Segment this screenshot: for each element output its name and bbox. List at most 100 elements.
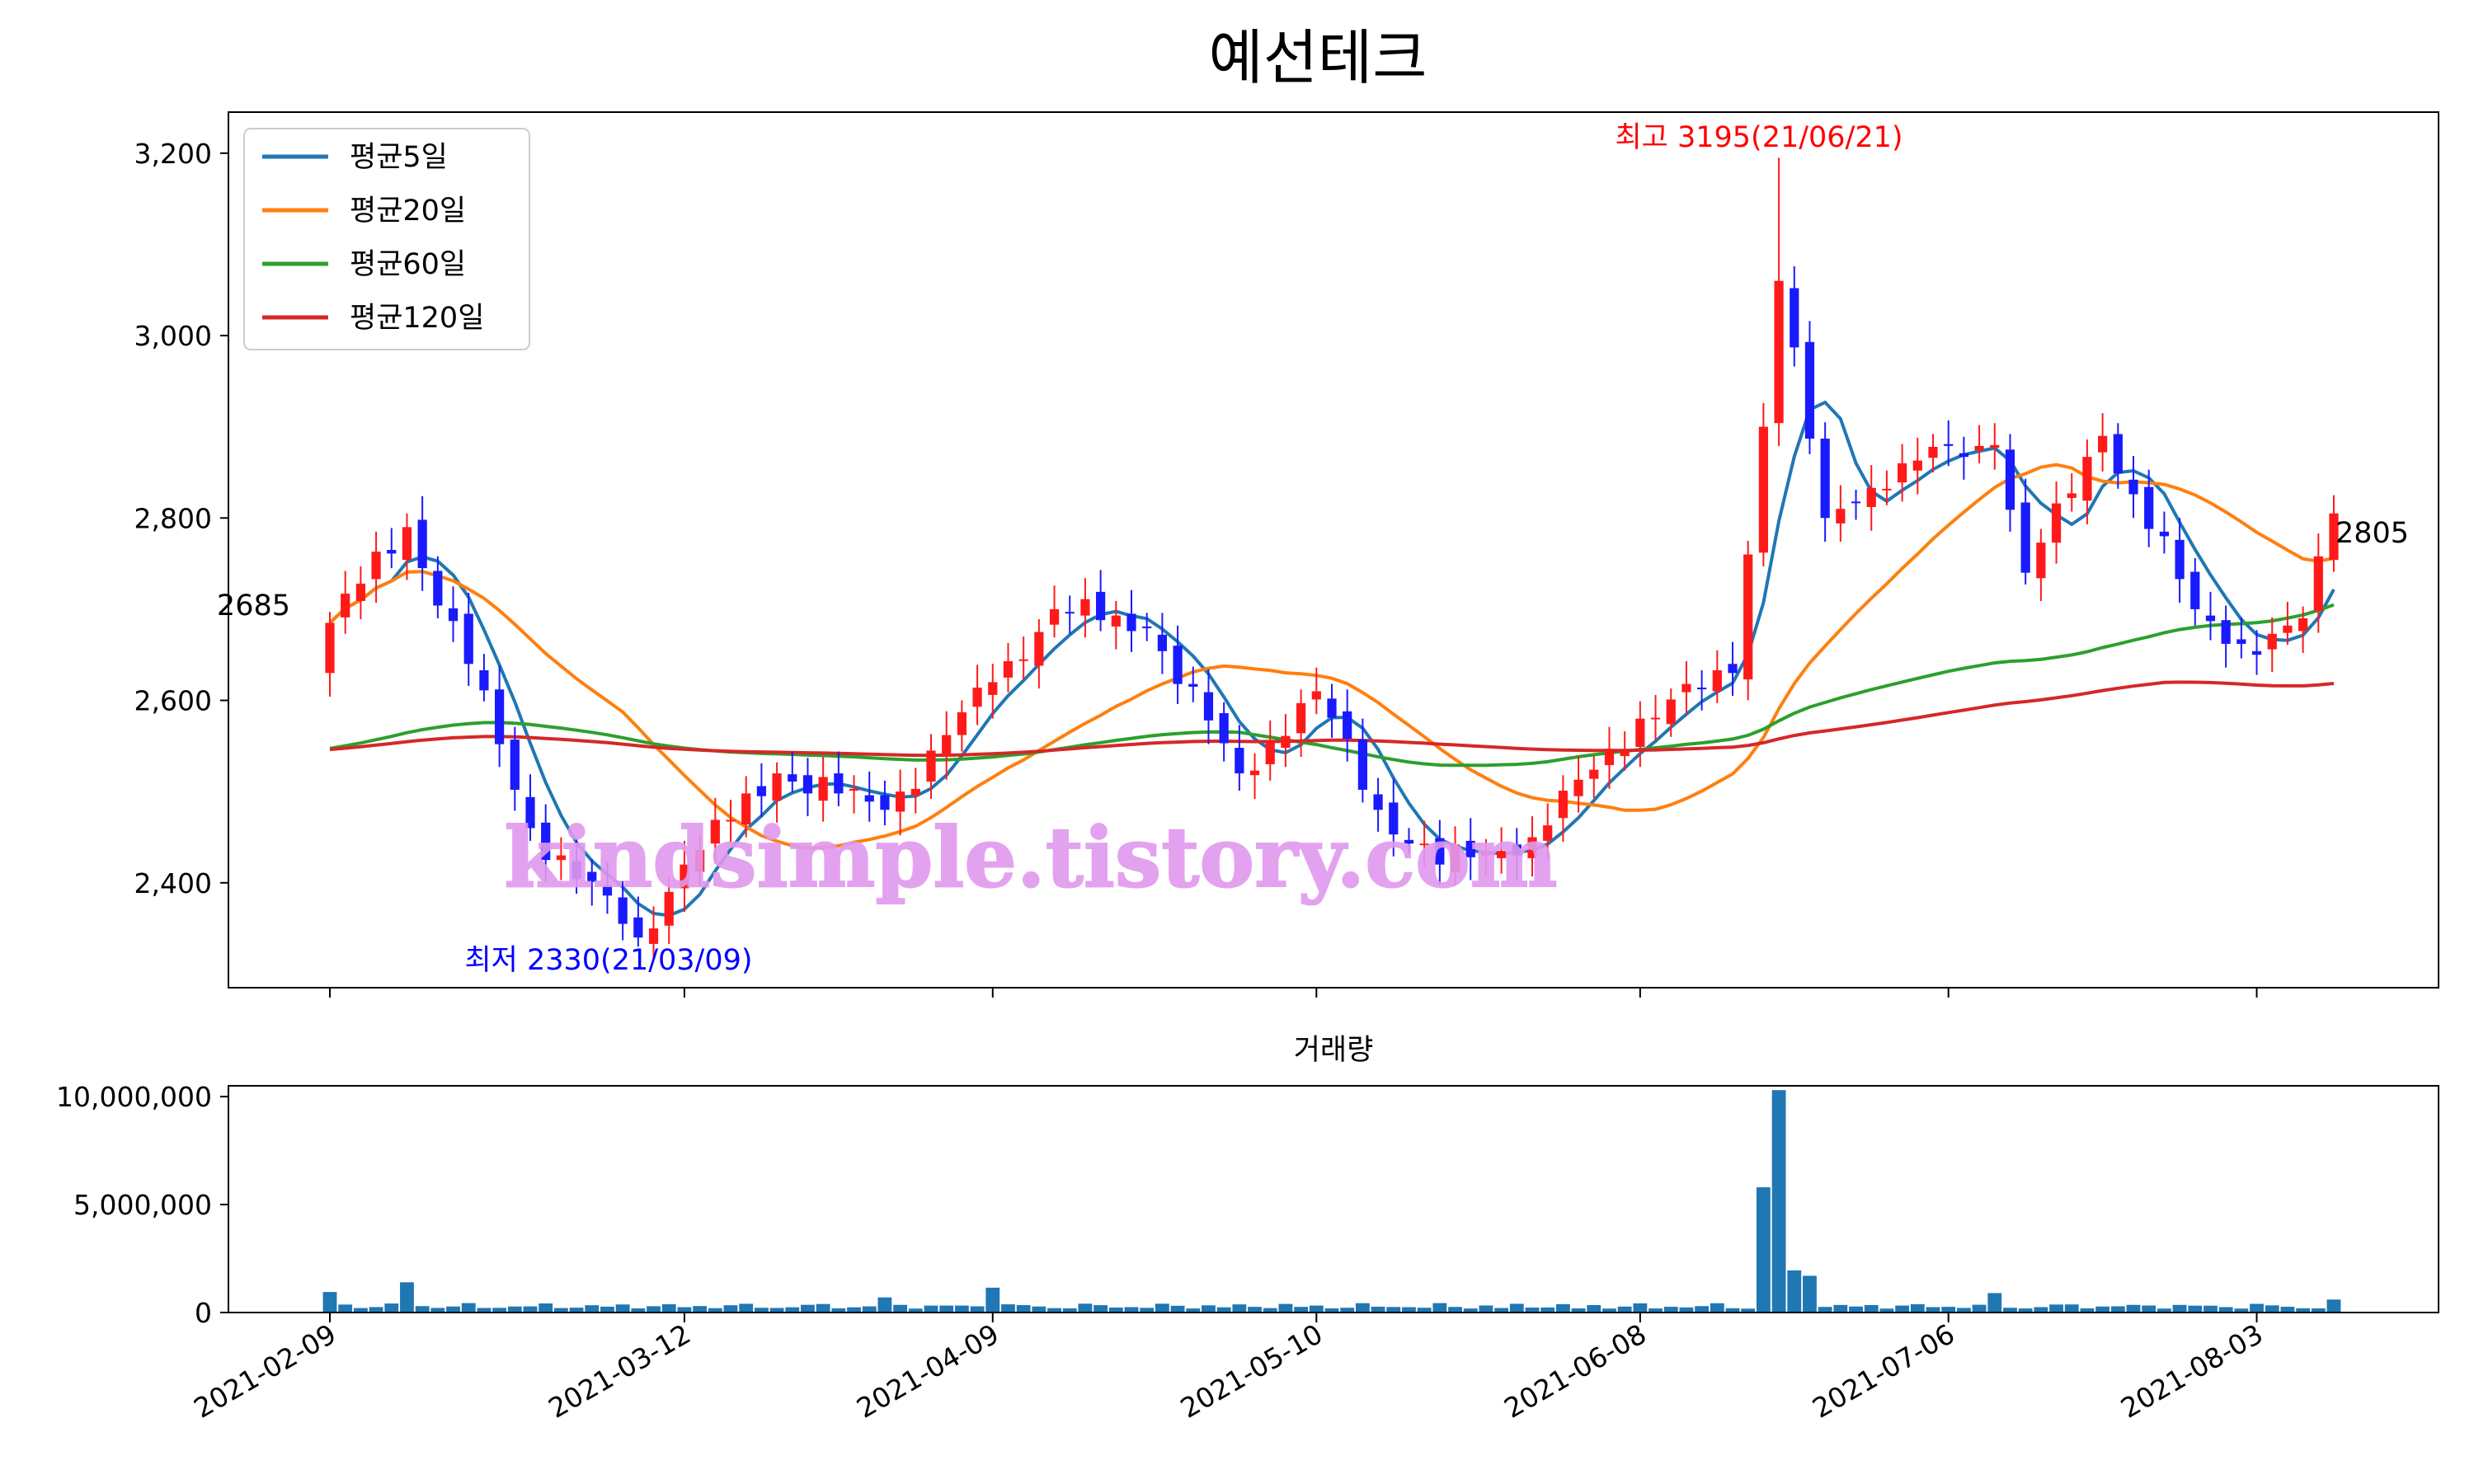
candle-body xyxy=(1620,751,1630,757)
volume-bar xyxy=(1355,1303,1370,1313)
volume-y-tick-label: 5,000,000 xyxy=(73,1189,212,1221)
volume-bar xyxy=(1787,1270,1802,1313)
candle-body xyxy=(1003,660,1014,678)
candle-body xyxy=(618,897,628,924)
candle-body xyxy=(1712,670,1722,692)
volume-bar xyxy=(1895,1305,1910,1313)
volume-bar xyxy=(2157,1308,2171,1313)
volume-bar xyxy=(847,1307,861,1313)
candle-body xyxy=(1898,463,1907,483)
candle-body xyxy=(417,519,427,569)
price-panel: 2,400 2,600 2,800 3,000 3,200 kindsimple.tis… xyxy=(134,111,2439,998)
volume-bar xyxy=(1278,1303,1293,1313)
volume-bar xyxy=(1340,1308,1355,1313)
candle-body xyxy=(1743,554,1753,680)
volume-bar xyxy=(1741,1308,1756,1313)
candle-body xyxy=(2098,435,2108,453)
volume-bar xyxy=(615,1304,630,1313)
candle-body xyxy=(495,689,505,744)
candle-body xyxy=(2128,479,2138,495)
y-tick-label: 3,000 xyxy=(134,320,212,352)
volume-bar xyxy=(1571,1308,1586,1313)
candle-body xyxy=(1758,426,1768,553)
candle-body xyxy=(818,777,828,801)
candle-body xyxy=(541,822,551,861)
candle-body xyxy=(1080,599,1090,616)
volume-bar xyxy=(384,1303,399,1313)
volume-bar xyxy=(924,1305,938,1313)
candle-body xyxy=(1219,713,1229,744)
candle-body xyxy=(988,682,998,695)
volume-bar xyxy=(1047,1308,1061,1313)
volume-bar xyxy=(1587,1304,1602,1313)
volume-bar xyxy=(461,1303,476,1313)
volume-bar xyxy=(353,1308,368,1313)
candle-body xyxy=(355,583,365,601)
candle-body xyxy=(571,861,581,880)
candle-body xyxy=(2205,615,2216,622)
candle-body xyxy=(1034,632,1044,666)
candle-body xyxy=(633,917,643,938)
volume-bar xyxy=(2003,1308,2017,1313)
volume-bar xyxy=(1124,1307,1139,1313)
candle-body xyxy=(2251,650,2262,655)
candle-body xyxy=(664,891,674,926)
candle-body xyxy=(1650,717,1661,720)
volume-bar xyxy=(1649,1308,1663,1313)
volume-bar xyxy=(1879,1308,1894,1313)
volume-bar xyxy=(2049,1304,2063,1313)
candle-body xyxy=(2036,542,2046,579)
volume-bar xyxy=(769,1308,784,1313)
volume-bar xyxy=(1402,1307,1416,1313)
volume-bar xyxy=(2296,1308,2311,1313)
candle-body xyxy=(1327,698,1337,718)
candle-body xyxy=(864,795,874,802)
volume-bar xyxy=(908,1308,923,1313)
volume-bar xyxy=(1170,1305,1185,1313)
candle-body xyxy=(1912,460,1922,471)
volume-bar xyxy=(1324,1308,1339,1313)
candle-body xyxy=(1049,608,1060,625)
volume-bar xyxy=(523,1306,538,1313)
volume-bar xyxy=(862,1306,877,1313)
volume-bar xyxy=(893,1304,908,1313)
candle-body xyxy=(1111,615,1121,627)
volume-bar xyxy=(2142,1305,2157,1313)
candle-body xyxy=(1882,488,1892,491)
candle-body xyxy=(1357,740,1367,790)
candle-body xyxy=(1173,646,1183,684)
candle-body xyxy=(1512,844,1522,856)
volume-bar xyxy=(2172,1304,2187,1313)
candle-body xyxy=(1311,691,1321,700)
last-close-label: 2805 xyxy=(2335,517,2409,550)
candle-body xyxy=(695,849,705,872)
volume-bar xyxy=(1417,1308,1432,1313)
volume-bar xyxy=(1926,1307,1940,1313)
volume-bar xyxy=(430,1308,445,1313)
volume-bar xyxy=(1186,1308,1201,1313)
candle-body xyxy=(1296,702,1306,734)
candle-body xyxy=(510,740,520,790)
candle-body xyxy=(942,735,952,757)
candle-body xyxy=(1928,446,1938,458)
volume-bar xyxy=(2034,1307,2048,1313)
y-tick-label: 3,200 xyxy=(134,138,212,170)
candle-body xyxy=(1527,837,1537,858)
candle-body xyxy=(2283,625,2293,633)
candle-body xyxy=(1790,288,1799,348)
volume-bar xyxy=(1494,1308,1509,1313)
candle-body xyxy=(2236,639,2246,644)
volume-bar xyxy=(1263,1308,1277,1313)
candle-body xyxy=(2067,493,2077,498)
candle-body xyxy=(1974,445,1984,451)
ma20-line xyxy=(328,463,2335,850)
volume-bar xyxy=(1016,1305,1031,1313)
volume-bar xyxy=(954,1305,969,1313)
volume-bar xyxy=(1633,1303,1648,1313)
volume-bar xyxy=(1864,1304,1879,1313)
low-annotation: 최저 2330(21/03/09) xyxy=(464,944,752,977)
volume-bar xyxy=(2110,1306,2125,1313)
legend-label-ma120: 평균120일 xyxy=(350,302,484,335)
candle-body xyxy=(325,622,335,674)
